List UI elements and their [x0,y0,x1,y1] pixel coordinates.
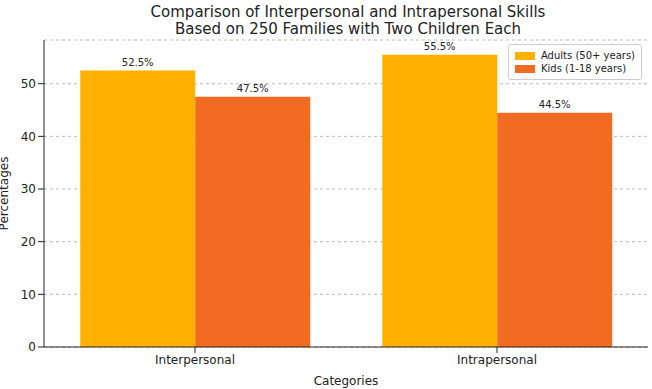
svg-text:30: 30 [21,182,36,196]
html-text:Comparison of Interpersonal an: Comparison of Interpersonal and Intraper… [150,3,546,21]
svg-text:52.5%: 52.5% [122,57,154,68]
svg-text:10: 10 [21,288,36,302]
svg-text:44.5%: 44.5% [539,99,571,110]
html-text:Based on 250 Families with Two: Based on 250 Families with Two Children … [174,20,522,38]
svg-text:47.5%: 47.5% [237,83,269,94]
svg-text:55.5%: 55.5% [424,41,456,52]
html-text:Adults (50+ years): Adults (50+ years) [541,50,635,61]
svg-text:Intrapersonal: Intrapersonal [457,353,537,367]
svg-text:40: 40 [21,130,36,144]
html-text:Kids (1-18 years): Kids (1-18 years) [541,63,627,74]
svg-text:50: 50 [21,77,36,91]
svg-text:20: 20 [21,235,36,249]
svg-text:Interpersonal: Interpersonal [155,353,235,367]
svg-text:Categories: Categories [314,374,379,388]
svg-text:0: 0 [28,340,36,354]
svg-text:Percentages: Percentages [8,157,11,231]
